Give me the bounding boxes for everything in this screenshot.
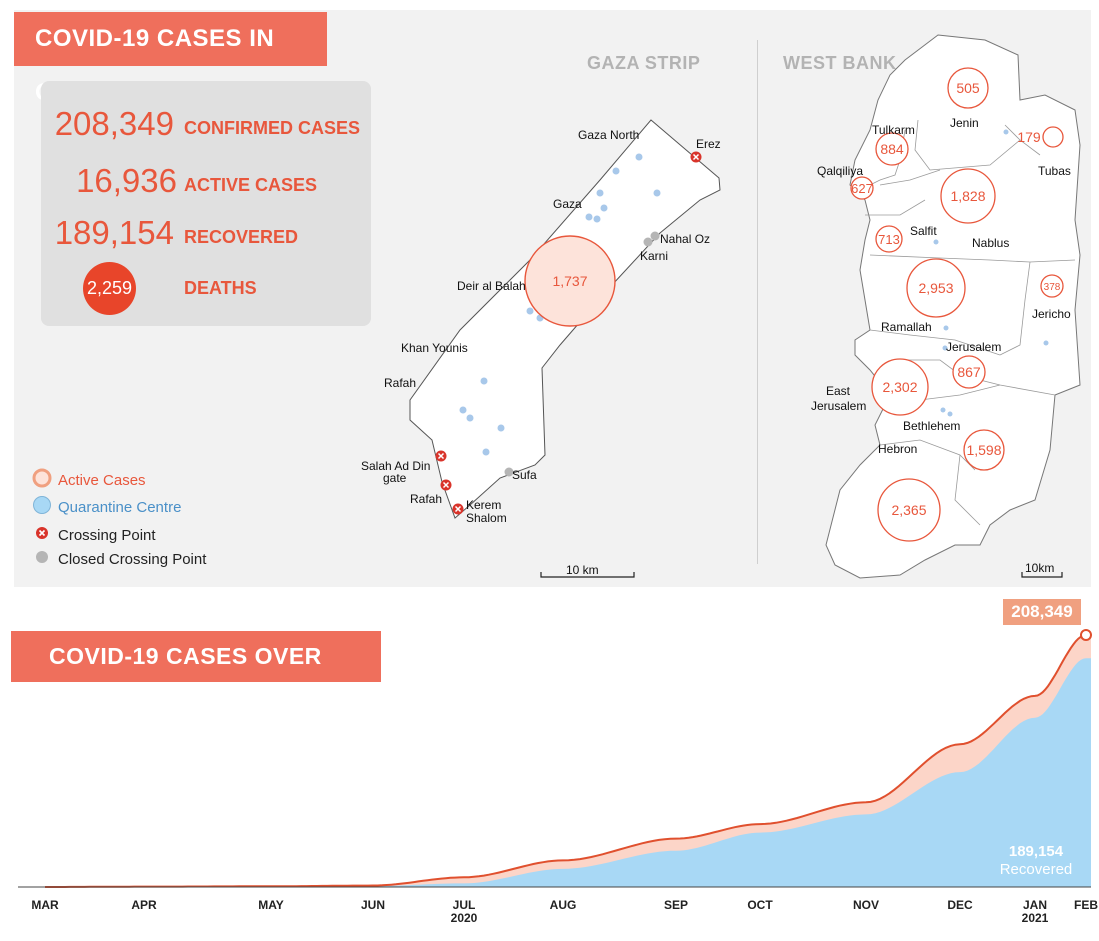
confirmed-line [45, 634, 1087, 888]
crossing-point-icon [32, 523, 52, 549]
westbank-quarantine-dots [933, 129, 1049, 417]
latest-point-marker [1080, 629, 1092, 641]
legend-quarantine: Quarantine Centre [32, 495, 182, 516]
governorate-label: Tulkarm [872, 123, 915, 137]
active-value: 16,936 [76, 162, 177, 199]
governorate-label: Bethlehem [903, 419, 960, 433]
active-label: ACTIVE CASES [184, 175, 318, 195]
governorate-label: Jerusalem [946, 340, 1001, 354]
gaza-place-label: Rafah [384, 376, 416, 390]
month-tick-label: AUG [550, 898, 577, 912]
active-cases-icon [32, 468, 52, 494]
westbank-active-value: 505 [956, 80, 980, 96]
westbank-active-value: 867 [957, 364, 981, 380]
governorate-label: Jerusalem [811, 399, 866, 413]
legend-quarantine-label: Quarantine Centre [58, 498, 182, 516]
governorate-borders [859, 119, 1076, 526]
gaza-scale-label: 10 km [566, 563, 599, 577]
governorate-label: Ramallah [881, 320, 932, 334]
recovered-value-label: 189,154 [1009, 843, 1064, 860]
westbank-active-value: 627 [851, 181, 873, 196]
month-tick-label: MAY [258, 898, 284, 912]
crossing-label: Shalom [466, 511, 507, 525]
governorate-label: Jericho [1032, 307, 1071, 321]
gaza-place-label: Gaza [553, 197, 582, 211]
crossing-label: Nahal Oz [660, 232, 710, 246]
callout-value: 208,349 [1011, 602, 1073, 621]
gaza-place-label: Deir al Balah [457, 279, 526, 293]
deaths-label: DEATHS [184, 278, 257, 298]
month-tick-label: MAR [31, 898, 59, 912]
governorate-label: Tubas [1038, 164, 1071, 178]
confirmed-value: 208,349 [54, 105, 174, 142]
quarantine-centre-icon [32, 495, 52, 521]
recovered-text-label: Recovered [1000, 861, 1073, 878]
westbank-scale-bar [1021, 572, 1063, 578]
month-tick-label: APR [131, 898, 157, 912]
gaza-quarantine-dots [459, 153, 661, 456]
month-tick-label: OCT [747, 898, 773, 912]
westbank-active-value: 713 [878, 232, 900, 247]
month-tick-label: JUL [453, 898, 476, 912]
westbank-scale-label: 10km [1025, 561, 1054, 575]
gaza-title: GAZA STRIP [587, 53, 701, 73]
westbank-map: 505 884 179 627 1,828 713 2,953 378 2,30… [811, 34, 1081, 579]
recovered-area [18, 658, 1091, 887]
year-label: 2020 [451, 911, 478, 925]
governorate-label: Salfit [910, 224, 937, 238]
crossing-label: Rafah [410, 492, 442, 506]
month-tick-label: SEP [664, 898, 688, 912]
crossing-label: Sufa [512, 468, 537, 482]
gaza-crossing-icons [435, 151, 702, 515]
closed-crossing-icon [32, 547, 52, 573]
legend-closed: Closed Crossing Point [32, 547, 207, 568]
gaza-scale-bar [540, 572, 635, 578]
recovered-value: 189,154 [54, 214, 174, 251]
month-tick-label: NOV [853, 898, 879, 912]
month-tick-label: DEC [947, 898, 973, 912]
legend-crossing: Crossing Point [32, 523, 156, 544]
gaza-active-circle [524, 235, 616, 327]
crossing-label: Salah Ad Din [361, 459, 430, 473]
timeline-chart: MAR APR MAY JUN JUL AUG SEP OCT NOV DEC JAN FEB 202… [18, 629, 1098, 925]
confirmed-label: CONFIRMED CASES [184, 118, 361, 138]
westbank-active-value: 1,598 [966, 442, 1001, 458]
gaza-place-label: Gaza North [578, 128, 639, 142]
westbank-active-value: 378 [1044, 282, 1061, 293]
gaza-active-value: 1,737 [552, 273, 587, 289]
crossing-label: Erez [696, 137, 721, 151]
month-tick-label: JAN [1023, 898, 1047, 912]
westbank-active-value: 884 [880, 141, 904, 157]
westbank-active-value: 2,302 [882, 379, 917, 395]
legend-crossing-label: Crossing Point [58, 526, 156, 544]
month-tick-label: JUN [361, 898, 385, 912]
westbank-title: WEST BANK [783, 53, 897, 73]
gaza-place-label: Khan Younis [401, 341, 468, 355]
year-label: 2021 [1022, 911, 1049, 925]
crossing-label: gate [383, 471, 407, 485]
month-tick-label: FEB [1074, 898, 1098, 912]
westbank-active-value: 1,828 [950, 188, 985, 204]
governorate-label: East [826, 384, 851, 398]
map-divider [757, 40, 758, 564]
governorate-label: Qalqiliya [817, 164, 863, 178]
westbank-active-circles [850, 67, 1064, 542]
legend-active-label: Active Cases [58, 471, 146, 489]
timeline-title: COVID-19 CASES OVER TIME [11, 631, 381, 720]
gaza-map: 1,737 Gaza North Gaza Deir al Balah Khan… [361, 119, 721, 578]
deaths-value: 2,259 [83, 262, 136, 315]
crossing-label: Karni [640, 249, 668, 263]
westbank-active-value: 2,365 [891, 502, 926, 518]
governorate-label: Hebron [878, 442, 917, 456]
legend-active: Active Cases [32, 468, 146, 489]
westbank-active-value: 2,953 [918, 280, 953, 296]
crossing-label: Kerem [466, 498, 501, 512]
westbank-active-value: 179 [1017, 129, 1041, 145]
governorate-label: Jenin [950, 116, 979, 130]
governorate-label: Nablus [972, 236, 1009, 250]
recovered-label: RECOVERED [184, 227, 299, 247]
legend-closed-label: Closed Crossing Point [58, 550, 207, 568]
callout-box [1003, 599, 1081, 625]
